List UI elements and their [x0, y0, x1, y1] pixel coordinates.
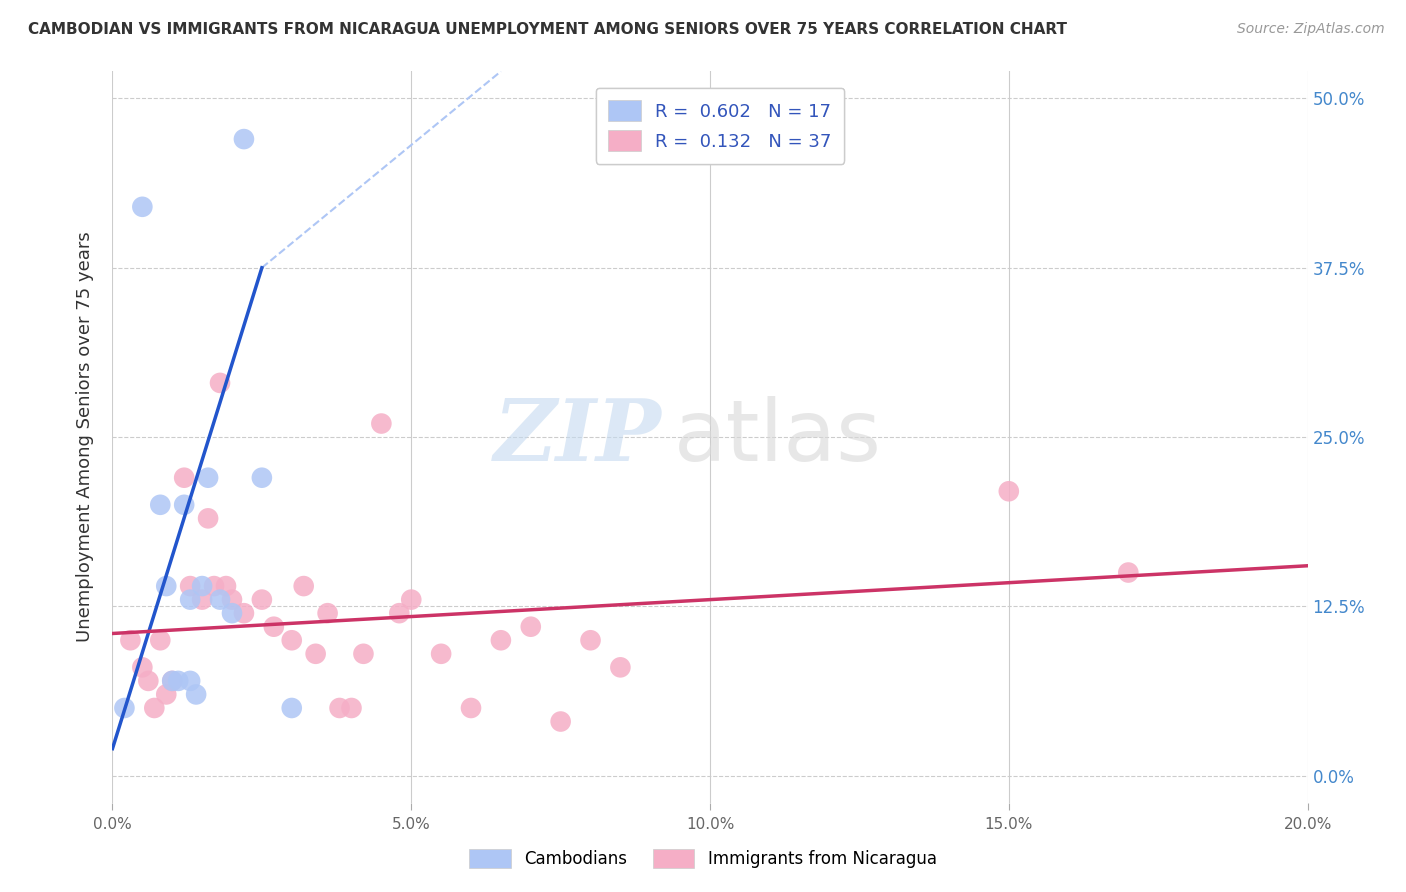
Point [370, 417, 392, 431]
Legend: Cambodians, Immigrants from Nicaragua: Cambodians, Immigrants from Nicaragua [463, 842, 943, 875]
Point [143, 701, 166, 715]
Point [155, 579, 177, 593]
Point [138, 673, 160, 688]
Text: atlas: atlas [675, 395, 882, 479]
Point [155, 688, 177, 702]
Point [1118, 566, 1140, 580]
Point [292, 579, 315, 593]
Point [520, 620, 543, 634]
Point [281, 701, 304, 715]
Point [179, 592, 201, 607]
Point [550, 714, 572, 729]
Point [179, 579, 201, 593]
Point [281, 633, 304, 648]
Point [173, 471, 195, 485]
Text: Source: ZipAtlas.com: Source: ZipAtlas.com [1237, 22, 1385, 37]
Point [162, 673, 183, 688]
Legend: R =  0.602   N = 17, R =  0.132   N = 37: R = 0.602 N = 17, R = 0.132 N = 37 [596, 87, 845, 164]
Point [263, 620, 285, 634]
Point [233, 606, 256, 620]
Point [173, 498, 195, 512]
Point [131, 660, 153, 674]
Point [998, 484, 1021, 499]
Text: ZIP: ZIP [495, 395, 662, 479]
Point [489, 633, 512, 648]
Point [120, 633, 142, 648]
Point [202, 579, 225, 593]
Point [221, 592, 243, 607]
Point [197, 511, 219, 525]
Point [609, 660, 631, 674]
Point [191, 579, 214, 593]
Point [430, 647, 453, 661]
Point [250, 592, 273, 607]
Point [215, 579, 238, 593]
Point [233, 132, 256, 146]
Point [221, 606, 243, 620]
Point [329, 701, 352, 715]
Point [460, 701, 482, 715]
Point [250, 471, 273, 485]
Y-axis label: Unemployment Among Seniors over 75 years: Unemployment Among Seniors over 75 years [76, 232, 94, 642]
Point [579, 633, 602, 648]
Point [388, 606, 411, 620]
Point [353, 647, 375, 661]
Point [191, 592, 214, 607]
Point [149, 633, 172, 648]
Point [316, 606, 339, 620]
Point [209, 376, 232, 390]
Point [401, 592, 423, 607]
Point [179, 673, 201, 688]
Point [340, 701, 363, 715]
Point [131, 200, 153, 214]
Point [305, 647, 328, 661]
Text: CAMBODIAN VS IMMIGRANTS FROM NICARAGUA UNEMPLOYMENT AMONG SENIORS OVER 75 YEARS : CAMBODIAN VS IMMIGRANTS FROM NICARAGUA U… [28, 22, 1067, 37]
Point [162, 673, 183, 688]
Point [114, 701, 135, 715]
Point [186, 688, 208, 702]
Point [209, 592, 232, 607]
Point [149, 498, 172, 512]
Point [167, 673, 190, 688]
Point [197, 471, 219, 485]
